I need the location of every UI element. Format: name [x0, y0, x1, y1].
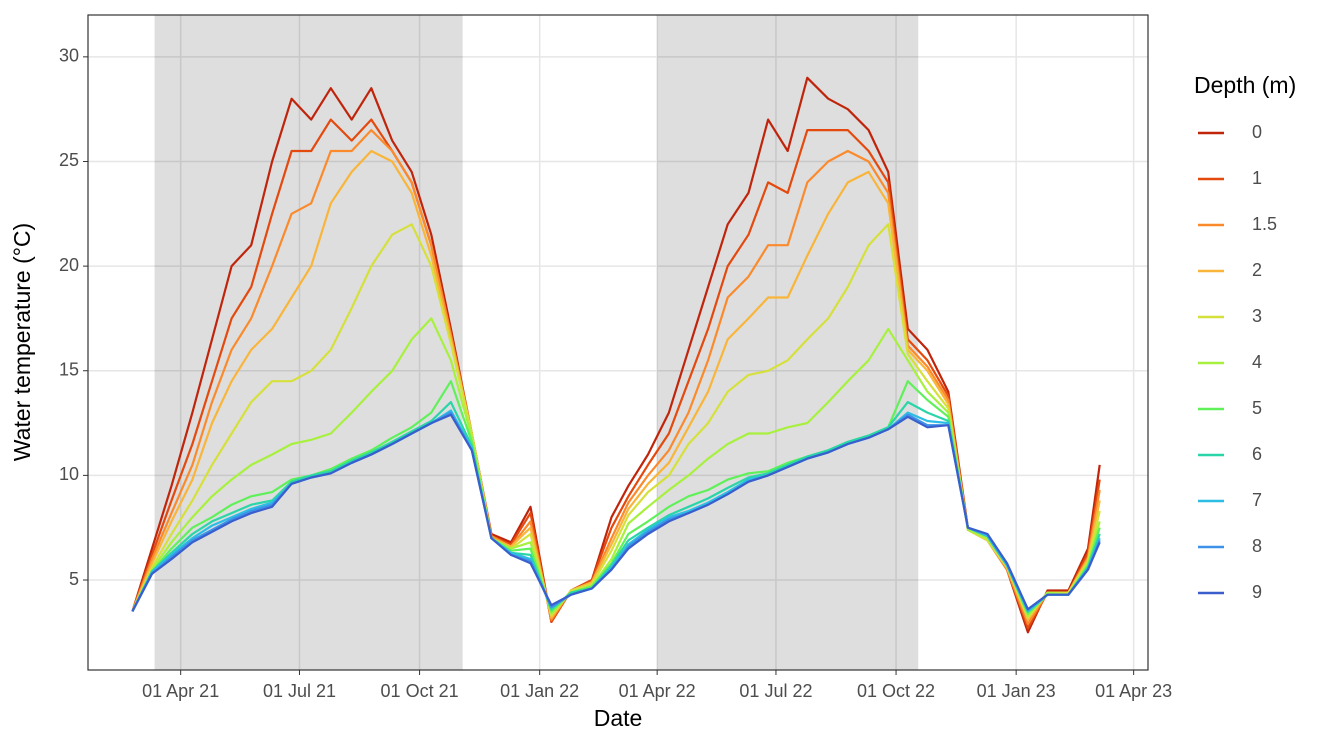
x-tick-label: 01 Jan 23: [977, 681, 1056, 701]
y-tick-label: 15: [59, 360, 79, 380]
legend-label: 0: [1252, 122, 1262, 142]
y-tick-label: 10: [59, 464, 79, 484]
data-line: [131, 129, 1101, 626]
data-line: [131, 380, 1101, 615]
legend-label: 5: [1252, 398, 1262, 418]
legend-label: 4: [1252, 352, 1262, 372]
data-line: [131, 118, 1101, 630]
x-tick-label: 01 Jul 21: [263, 681, 336, 701]
x-tick-label: 01 Oct 22: [857, 681, 935, 701]
legend-label: 6: [1252, 444, 1262, 464]
x-tick-label: 01 Apr 22: [619, 681, 696, 701]
data-line: [131, 76, 1101, 634]
plot-border: [87, 14, 1149, 671]
legend-title: Depth (m): [1194, 72, 1296, 98]
data-line: [131, 401, 1101, 613]
y-tick-label: 20: [59, 255, 79, 275]
x-tick-label: 01 Jul 22: [739, 681, 812, 701]
shaded-period: [154, 15, 463, 670]
legend-label: 8: [1252, 536, 1262, 556]
legend-label: 3: [1252, 306, 1262, 326]
y-tick-label: 5: [69, 569, 79, 589]
legend-label: 2: [1252, 260, 1262, 280]
y-tick-label: 25: [59, 150, 79, 170]
legend-label: 1.5: [1252, 214, 1277, 234]
data-line: [131, 223, 1101, 619]
legend-label: 7: [1252, 490, 1262, 510]
data-line: [131, 413, 1101, 612]
x-tick-label: 01 Oct 21: [381, 681, 459, 701]
y-axis-title: Water temperature (°C): [9, 223, 35, 461]
x-tick-label: 01 Apr 23: [1095, 681, 1172, 701]
data-line: [131, 317, 1101, 617]
x-tick-label: 01 Apr 21: [142, 681, 219, 701]
data-line: [131, 149, 1101, 621]
x-axis-title: Date: [594, 705, 643, 731]
legend-label: 9: [1252, 582, 1262, 602]
y-tick-label: 30: [59, 46, 79, 66]
x-tick-label: 01 Jan 22: [500, 681, 579, 701]
legend-label: 1: [1252, 168, 1262, 188]
shaded-period: [657, 15, 919, 670]
